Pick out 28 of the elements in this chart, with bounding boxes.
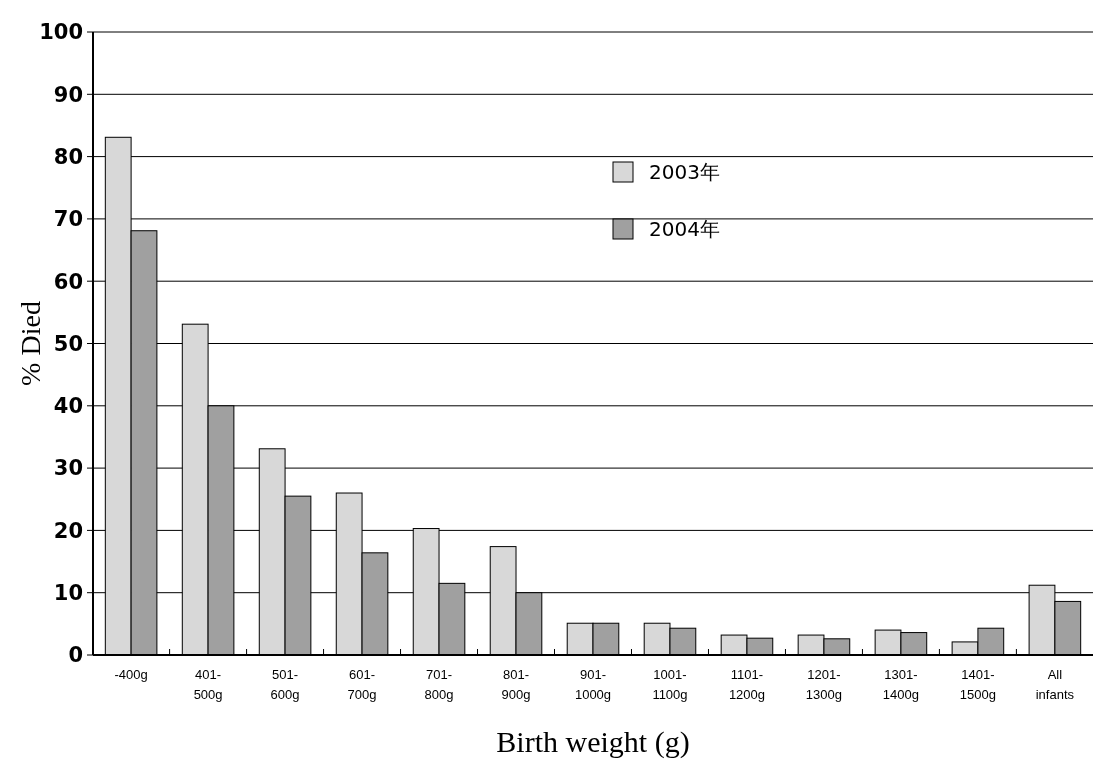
x-tick-label: 1201-1300g [805, 667, 843, 702]
y-tick-label: 20 [53, 518, 83, 543]
y-axis-title: % Died [15, 301, 46, 386]
y-tick-label: 90 [53, 82, 83, 107]
x-tick-label: 901-1000g [574, 667, 612, 702]
x-axis-title: Birth weight (g) [496, 725, 690, 759]
y-tick-label: 60 [53, 269, 83, 294]
y-tick-label: 100 [39, 20, 83, 45]
x-tick-label: -400g [114, 667, 148, 682]
x-tick-label: 801-900g [501, 667, 531, 702]
y-tick-label: 40 [53, 394, 83, 419]
x-tick-label: 401-500g [193, 667, 223, 702]
y-tick-label: 10 [53, 581, 83, 606]
x-tick-label: 1101-1200g [728, 667, 766, 702]
y-tick-label: 80 [53, 144, 83, 169]
x-tick-label: 701-800g [424, 667, 454, 702]
x-tick-label: 501-600g [270, 667, 300, 702]
legend-label: 2004年 [649, 217, 720, 241]
x-tick-label: 601-700g [347, 667, 377, 702]
y-tick-label: 0 [68, 643, 83, 668]
x-tick-label: 1001-1100g [652, 667, 688, 702]
legend-label: 2003年 [649, 160, 720, 184]
x-tick-label: All infants [1035, 667, 1075, 702]
x-tick-label: 1401-1500g [959, 667, 996, 702]
x-tick-label: 1301-1400g [882, 667, 920, 702]
y-tick-label: 30 [53, 456, 83, 481]
y-tick-label: 70 [53, 207, 83, 232]
y-tick-label: 50 [53, 331, 83, 356]
